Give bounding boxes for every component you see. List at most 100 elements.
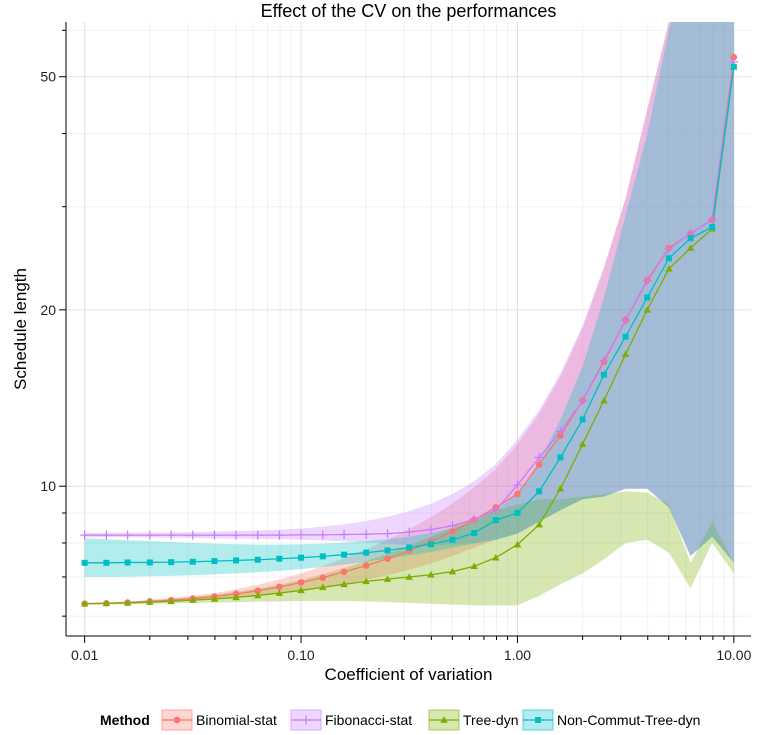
data-point-non-commut-tree-dyn bbox=[81, 559, 88, 566]
data-point-tree-dyn bbox=[102, 599, 111, 607]
data-point-fibonacci-stat bbox=[404, 527, 414, 537]
data-point-tree-dyn bbox=[167, 597, 175, 605]
data-point-fibonacci-stat bbox=[166, 530, 176, 540]
data-point-tree-dyn bbox=[448, 567, 457, 575]
data-point-non-commut-tree-dyn bbox=[644, 294, 651, 301]
data-point-binomial-stat bbox=[384, 555, 391, 563]
data-point-tree-dyn bbox=[427, 571, 435, 578]
data-point-tree-dyn bbox=[123, 599, 132, 606]
data-point-tree-dyn bbox=[362, 577, 370, 585]
data-point-non-commut-tree-dyn bbox=[319, 553, 326, 560]
data-point-tree-dyn bbox=[80, 600, 89, 607]
data-point-binomial-stat bbox=[362, 562, 370, 569]
marker-layer bbox=[80, 53, 739, 608]
data-point-tree-dyn bbox=[535, 520, 543, 528]
data-point-tree-dyn bbox=[665, 265, 673, 272]
data-point-tree-dyn bbox=[146, 598, 154, 605]
data-point-fibonacci-stat bbox=[707, 215, 717, 225]
x-tick-label: 0.10 bbox=[287, 647, 314, 663]
data-point-tree-dyn bbox=[275, 589, 284, 596]
data-point-non-commut-tree-dyn bbox=[471, 529, 478, 536]
data-point-non-commut-tree-dyn bbox=[665, 255, 672, 262]
data-point-tree-dyn bbox=[340, 580, 348, 588]
data-point-tree-dyn bbox=[643, 306, 651, 313]
legend-key-marker bbox=[440, 716, 448, 723]
y-tick-label: 50 bbox=[40, 69, 56, 85]
data-point-fibonacci-stat bbox=[209, 530, 219, 540]
data-point-fibonacci-stat bbox=[578, 396, 588, 406]
data-point-non-commut-tree-dyn bbox=[233, 557, 240, 564]
data-point-binomial-stat bbox=[514, 490, 521, 498]
data-point-fibonacci-stat bbox=[642, 276, 652, 286]
data-point-non-commut-tree-dyn bbox=[492, 517, 499, 524]
ribbon-fibonacci-stat bbox=[84, 22, 734, 563]
legend-label: Tree-dyn bbox=[463, 712, 519, 728]
data-point-non-commut-tree-dyn bbox=[687, 235, 694, 242]
data-point-tree-dyn bbox=[556, 485, 565, 492]
data-point-fibonacci-stat bbox=[231, 530, 241, 540]
y-tick-label: 20 bbox=[40, 302, 56, 318]
legend-key-marker bbox=[173, 716, 181, 724]
data-point-non-commut-tree-dyn bbox=[189, 558, 196, 565]
legend-key-marker bbox=[535, 717, 541, 723]
data-point-non-commut-tree-dyn bbox=[449, 536, 456, 543]
data-point-fibonacci-stat bbox=[80, 530, 90, 540]
data-point-binomial-stat bbox=[254, 587, 262, 595]
data-point-fibonacci-stat bbox=[145, 530, 155, 540]
data-point-non-commut-tree-dyn bbox=[384, 547, 391, 554]
plot-panel bbox=[66, 22, 751, 636]
data-point-non-commut-tree-dyn bbox=[298, 554, 305, 561]
data-point-non-commut-tree-dyn bbox=[557, 454, 564, 461]
legend: Method Binomial-stat Fibonacci-stat Tree-d… bbox=[100, 709, 700, 731]
legend-label: Binomial-stat bbox=[196, 712, 277, 728]
data-point-fibonacci-stat bbox=[534, 452, 544, 462]
data-point-fibonacci-stat bbox=[599, 355, 609, 365]
x-axis-label: Coefficient of variation bbox=[325, 665, 493, 684]
data-point-non-commut-tree-dyn bbox=[514, 510, 521, 517]
x-tick-label: 1.00 bbox=[504, 647, 531, 663]
data-point-non-commut-tree-dyn bbox=[276, 555, 283, 562]
data-point-non-commut-tree-dyn bbox=[427, 541, 434, 548]
legend-label: Fibonacci-stat bbox=[325, 712, 412, 728]
plot-background bbox=[66, 22, 751, 636]
data-point-tree-dyn bbox=[686, 244, 695, 251]
data-point-tree-dyn bbox=[297, 586, 305, 594]
data-point-non-commut-tree-dyn bbox=[406, 544, 413, 551]
legend-label: Non-Commut-Tree-dyn bbox=[557, 712, 700, 728]
data-point-fibonacci-stat bbox=[188, 530, 198, 540]
data-point-non-commut-tree-dyn bbox=[103, 559, 110, 566]
data-point-binomial-stat bbox=[730, 53, 738, 61]
data-point-tree-dyn bbox=[405, 573, 413, 580]
legend-item-tree-dyn: Tree-dyn bbox=[428, 709, 519, 731]
data-point-fibonacci-stat bbox=[274, 530, 284, 540]
data-point-tree-dyn bbox=[621, 350, 630, 357]
data-point-tree-dyn bbox=[210, 595, 219, 602]
data-point-fibonacci-stat bbox=[123, 530, 133, 540]
data-point-non-commut-tree-dyn bbox=[341, 551, 348, 558]
data-point-fibonacci-stat bbox=[383, 529, 393, 539]
data-point-non-commut-tree-dyn bbox=[600, 371, 607, 378]
data-point-non-commut-tree-dyn bbox=[211, 558, 218, 565]
legend-key-marker bbox=[301, 715, 311, 725]
data-point-fibonacci-stat bbox=[664, 244, 674, 254]
data-point-binomial-stat bbox=[449, 528, 456, 535]
data-point-binomial-stat bbox=[319, 574, 327, 581]
data-point-binomial-stat bbox=[276, 583, 283, 591]
data-point-tree-dyn bbox=[189, 596, 197, 603]
data-point-binomial-stat bbox=[340, 568, 348, 576]
data-point-tree-dyn bbox=[578, 440, 587, 447]
legend-item-fibonacci-stat: Fibonacci-stat bbox=[290, 709, 412, 731]
data-point-non-commut-tree-dyn bbox=[579, 416, 586, 423]
data-point-fibonacci-stat bbox=[555, 426, 565, 436]
data-point-fibonacci-stat bbox=[253, 530, 263, 540]
data-point-non-commut-tree-dyn bbox=[622, 333, 629, 340]
data-point-tree-dyn bbox=[232, 593, 240, 601]
data-point-fibonacci-stat bbox=[101, 530, 111, 540]
x-tick-label: 0.01 bbox=[71, 647, 98, 663]
data-point-tree-dyn bbox=[492, 553, 500, 561]
legend-item-binomial-stat: Binomial-stat bbox=[161, 709, 277, 731]
data-point-fibonacci-stat bbox=[491, 505, 501, 515]
data-point-non-commut-tree-dyn bbox=[730, 63, 737, 70]
data-point-non-commut-tree-dyn bbox=[709, 223, 716, 230]
